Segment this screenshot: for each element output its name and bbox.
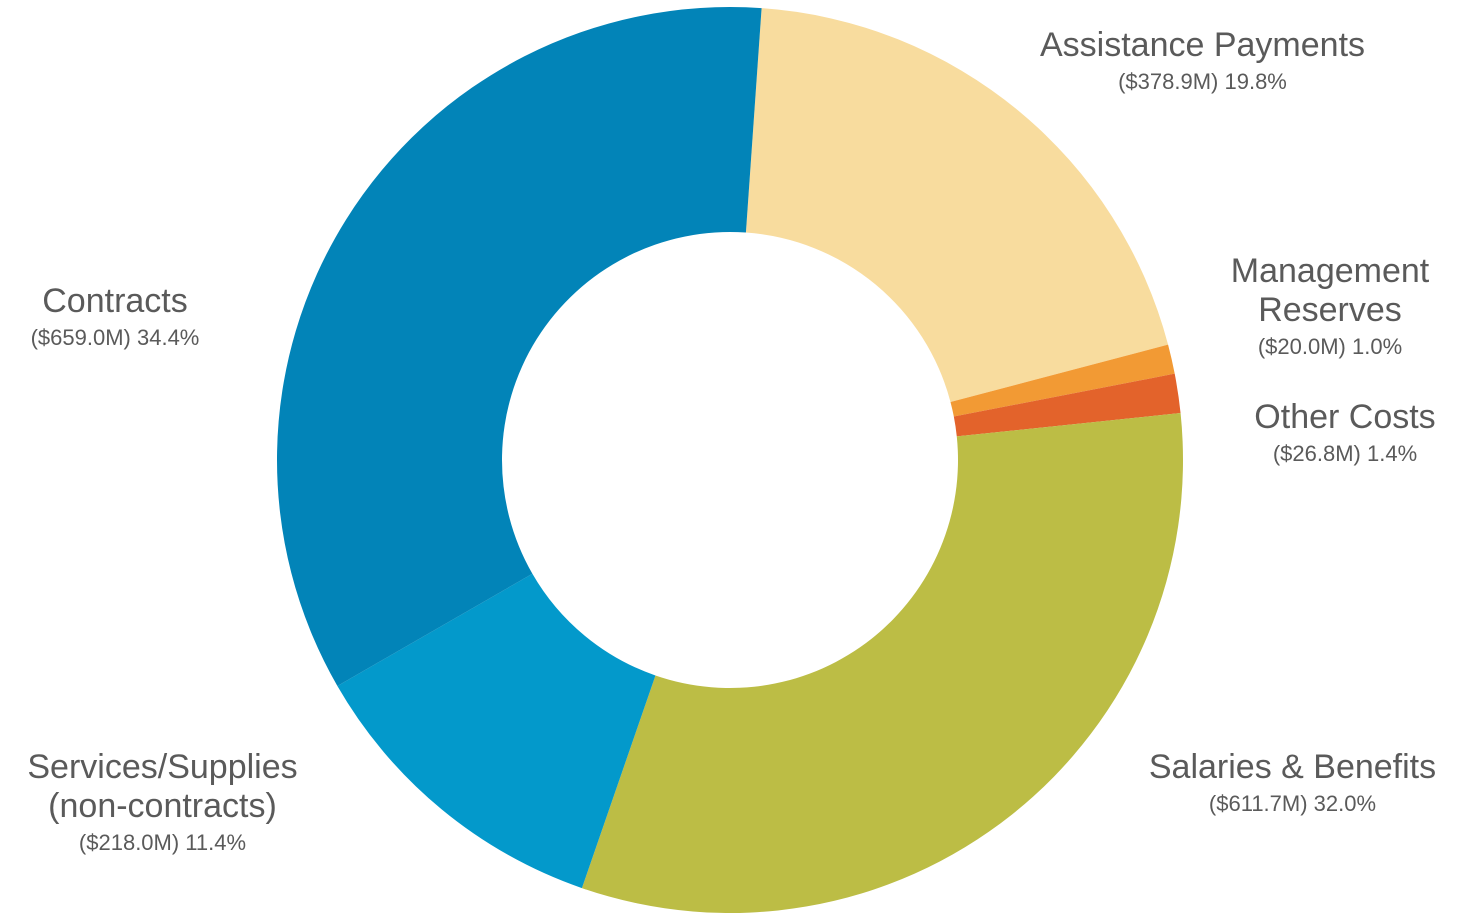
donut-slice-services: [337, 573, 656, 889]
slice-name-assistance-payments: Assistance Payments: [1039, 26, 1366, 64]
slice-value-other-costs: ($26.8M) 1.4%: [1272, 441, 1418, 467]
slice-value-salaries-benefits: ($611.7M) 32.0%: [1208, 791, 1377, 817]
slice-value-assistance-payments: ($378.9M) 19.8%: [1118, 69, 1287, 95]
slice-name-services-supplies-line1: Services/Supplies: [27, 748, 298, 786]
slice-label-salaries-benefits: Salaries & Benefits ($611.7M) 32.0%: [1120, 748, 1465, 816]
slice-value-contracts: ($659.0M) 34.4%: [30, 325, 200, 351]
slice-label-management-reserves: Management Reserves ($20.0M) 1.0%: [1190, 252, 1465, 359]
slice-name-services-supplies-line2: (non-contracts): [48, 787, 277, 826]
slice-label-other-costs: Other Costs ($26.8M) 1.4%: [1215, 398, 1465, 466]
donut-slice-other: [953, 373, 1181, 437]
slice-name-management-reserves-line2: Reserves: [1258, 291, 1402, 330]
donut-slice-contracts: [277, 6, 762, 686]
slice-label-services-supplies: Services/Supplies (non-contracts) ($218.…: [0, 748, 325, 855]
donut-slice-management: [950, 344, 1175, 417]
slice-label-contracts: Contracts ($659.0M) 34.4%: [0, 282, 230, 350]
slice-value-management-reserves: ($20.0M) 1.0%: [1257, 334, 1403, 360]
donut-slice-salaries: [581, 413, 1183, 913]
slice-name-salaries-benefits: Salaries & Benefits: [1148, 748, 1437, 786]
donut-slice-assistance: [745, 8, 1169, 402]
slice-label-assistance-payments: Assistance Payments ($378.9M) 19.8%: [1000, 26, 1405, 94]
slice-name-contracts: Contracts: [42, 282, 188, 320]
slice-name-management-reserves-line1: Management: [1230, 252, 1430, 290]
slice-name-other-costs: Other Costs: [1254, 398, 1436, 436]
slice-value-services-supplies: ($218.0M) 11.4%: [78, 830, 247, 856]
